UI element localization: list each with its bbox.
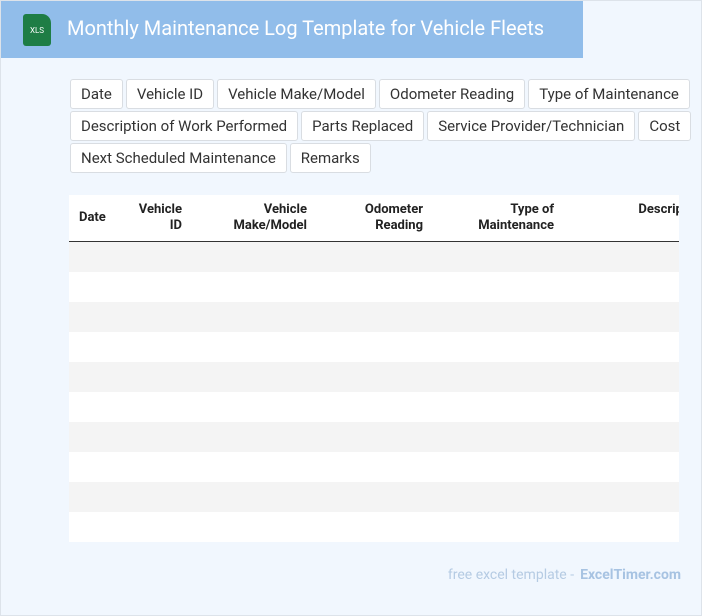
table-cell bbox=[564, 272, 679, 302]
table-cell bbox=[433, 241, 564, 272]
table-cell bbox=[192, 362, 317, 392]
table-cell bbox=[192, 392, 317, 422]
table-cell bbox=[69, 302, 119, 332]
column-header: Odometer Reading bbox=[317, 195, 433, 242]
field-tag[interactable]: Next Scheduled Maintenance bbox=[70, 143, 287, 173]
table-cell bbox=[317, 392, 433, 422]
column-header: Date bbox=[69, 195, 119, 242]
table-cell bbox=[119, 512, 192, 542]
field-tag[interactable]: Vehicle Make/Model bbox=[217, 79, 376, 109]
table-row bbox=[69, 302, 679, 332]
table-cell bbox=[317, 272, 433, 302]
table-row bbox=[69, 452, 679, 482]
table-cell bbox=[433, 362, 564, 392]
table-row bbox=[69, 392, 679, 422]
xls-icon: XLS bbox=[23, 14, 51, 46]
column-header: Vehicle Make/Model bbox=[192, 195, 317, 242]
table-cell bbox=[119, 482, 192, 512]
table-cell bbox=[433, 272, 564, 302]
table-cell bbox=[317, 362, 433, 392]
table-row bbox=[69, 482, 679, 512]
table-cell bbox=[433, 452, 564, 482]
table-cell bbox=[317, 512, 433, 542]
table-cell bbox=[192, 302, 317, 332]
table-cell bbox=[564, 241, 679, 272]
table-cell bbox=[119, 241, 192, 272]
table-cell bbox=[69, 332, 119, 362]
table-cell bbox=[192, 272, 317, 302]
table-cell bbox=[317, 241, 433, 272]
table-row bbox=[69, 241, 679, 272]
column-header: Vehicle ID bbox=[119, 195, 192, 242]
field-tag[interactable]: Service Provider/Technician bbox=[427, 111, 636, 141]
table-cell bbox=[564, 392, 679, 422]
table-cell bbox=[119, 302, 192, 332]
header-row: Date Vehicle ID Vehicle Make/Model Odometer… bbox=[69, 195, 679, 242]
table-cell bbox=[69, 512, 119, 542]
table-cell bbox=[192, 482, 317, 512]
table-cell bbox=[69, 422, 119, 452]
table-cell bbox=[433, 422, 564, 452]
table-cell bbox=[119, 392, 192, 422]
table-cell bbox=[119, 422, 192, 452]
column-header: Description of Work Performed bbox=[564, 195, 679, 242]
table-cell bbox=[69, 392, 119, 422]
footer: free excel template - ExcelTimer.com bbox=[448, 567, 681, 583]
table-cell bbox=[433, 392, 564, 422]
table-cell bbox=[69, 362, 119, 392]
footer-link[interactable]: ExcelTimer.com bbox=[580, 567, 681, 583]
table-cell bbox=[192, 422, 317, 452]
field-tag[interactable]: Parts Replaced bbox=[301, 111, 425, 141]
table-row bbox=[69, 422, 679, 452]
table-cell bbox=[433, 512, 564, 542]
field-tag[interactable]: Odometer Reading bbox=[378, 79, 526, 109]
table-cell bbox=[69, 272, 119, 302]
table-cell bbox=[119, 362, 192, 392]
table-cell bbox=[564, 512, 679, 542]
table: Date Vehicle ID Vehicle Make/Model Odometer… bbox=[69, 195, 679, 542]
table-cell bbox=[69, 241, 119, 272]
field-tag[interactable]: Description of Work Performed bbox=[70, 111, 299, 141]
table-body bbox=[69, 241, 679, 543]
table-cell bbox=[317, 482, 433, 512]
table-cell bbox=[564, 422, 679, 452]
table-row bbox=[69, 362, 679, 392]
field-tag[interactable]: Cost bbox=[638, 111, 692, 141]
table-row bbox=[69, 272, 679, 302]
field-tags: Date Vehicle ID Vehicle Make/Model Odometer… bbox=[70, 79, 692, 173]
table-cell bbox=[433, 332, 564, 362]
title: Monthly Maintenance Log Template for Veh… bbox=[67, 16, 545, 40]
table-cell bbox=[192, 241, 317, 272]
table-row bbox=[69, 332, 679, 362]
column-header: Type of Maintenance bbox=[433, 195, 564, 242]
table-cell bbox=[564, 302, 679, 332]
table-cell bbox=[564, 482, 679, 512]
table-cell bbox=[192, 452, 317, 482]
table-cell bbox=[564, 332, 679, 362]
header: XLS Monthly Maintenance Log Template for… bbox=[1, 1, 583, 58]
table-cell bbox=[317, 422, 433, 452]
table-cell bbox=[317, 452, 433, 482]
table-cell bbox=[192, 332, 317, 362]
table-cell bbox=[119, 332, 192, 362]
field-tag[interactable]: Remarks bbox=[289, 143, 371, 173]
table-cell bbox=[317, 302, 433, 332]
table-container: Date Vehicle ID Vehicle Make/Model Odometer… bbox=[69, 195, 679, 542]
table-cell bbox=[564, 452, 679, 482]
table-cell bbox=[192, 512, 317, 542]
table-cell bbox=[433, 482, 564, 512]
table-cell bbox=[433, 302, 564, 332]
footer-text: free excel template - bbox=[447, 567, 575, 583]
table-cell bbox=[119, 452, 192, 482]
table-cell bbox=[317, 332, 433, 362]
field-tag[interactable]: Type of Maintenance bbox=[528, 79, 690, 109]
field-tag[interactable]: Date bbox=[70, 79, 123, 109]
table-cell bbox=[564, 362, 679, 392]
field-tag[interactable]: Vehicle ID bbox=[125, 79, 215, 109]
table-row bbox=[69, 512, 679, 542]
table-cell bbox=[69, 452, 119, 482]
table-cell bbox=[119, 272, 192, 302]
table-cell bbox=[69, 482, 119, 512]
